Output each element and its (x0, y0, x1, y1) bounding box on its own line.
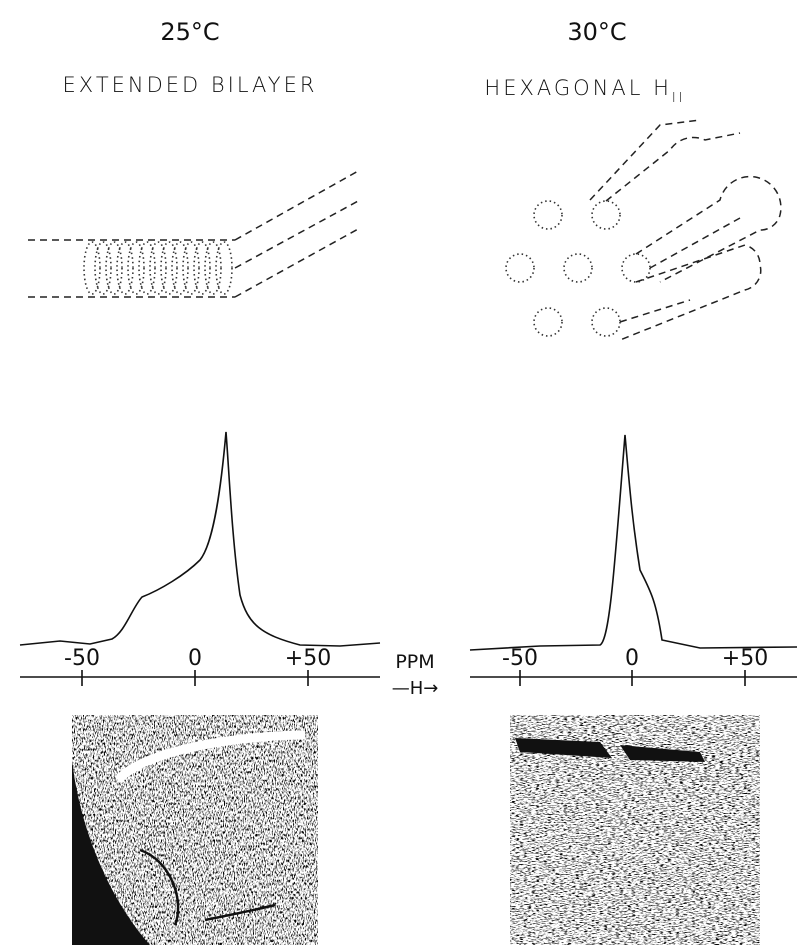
hexagonal-sketch (505, 119, 782, 341)
phase-subscript: II (672, 91, 686, 106)
micrograph-dark-edge (72, 760, 150, 945)
lipid-coil (182, 241, 200, 295)
field-direction: —H→ (392, 678, 439, 699)
lipid-coil (193, 241, 211, 295)
bilayer-sketch (28, 169, 361, 298)
micelle-cross-section (505, 253, 535, 283)
lipid-coil (215, 241, 233, 295)
axis-tick-label: -50 (502, 646, 538, 671)
lipid-coil (149, 241, 167, 295)
ppm-axis (20, 670, 797, 686)
spectrum-curve (19, 431, 381, 647)
phase-label: HEXAGONAL HII (484, 76, 685, 106)
temperature-label: 25°C (160, 18, 219, 46)
micelle-cross-section (591, 200, 621, 230)
bilayer-outline (28, 169, 361, 298)
axis-tick-label: 0 (625, 646, 639, 671)
lipid-coil (94, 241, 112, 295)
axis-tick-label: +50 (722, 646, 768, 671)
micelle-cross-section (591, 307, 621, 337)
lipid-coil (127, 241, 145, 295)
cylinder-outline (589, 119, 782, 341)
lipid-coil (160, 241, 178, 295)
micrograph-stripe (515, 738, 705, 762)
lipid-coil (204, 241, 222, 295)
phase-name: HEXAGONAL H (484, 76, 672, 100)
micelle-cross-section (533, 307, 563, 337)
temperature-label: 30°C (567, 18, 626, 46)
axis-tick-label: +50 (285, 646, 331, 671)
lipid-coil (105, 241, 123, 295)
micrograph (510, 715, 760, 945)
lipid-coil (138, 241, 156, 295)
micelle-cross-section (563, 253, 593, 283)
lipid-coil (116, 241, 134, 295)
axis-unit: PPM (395, 651, 434, 673)
lipid-coil (171, 241, 189, 295)
micrograph-fold (139, 848, 276, 926)
phase-label: EXTENDED BILAYER (63, 73, 318, 97)
micrograph-ridge (114, 730, 306, 784)
micelle-cross-section (621, 253, 651, 283)
axis-tick-label: -50 (64, 646, 100, 671)
micrograph (72, 715, 318, 945)
micelle-cross-section (533, 200, 563, 230)
lipid-coil (83, 241, 101, 295)
spectrum-curve (469, 434, 797, 651)
axis-tick-label: 0 (188, 646, 202, 671)
